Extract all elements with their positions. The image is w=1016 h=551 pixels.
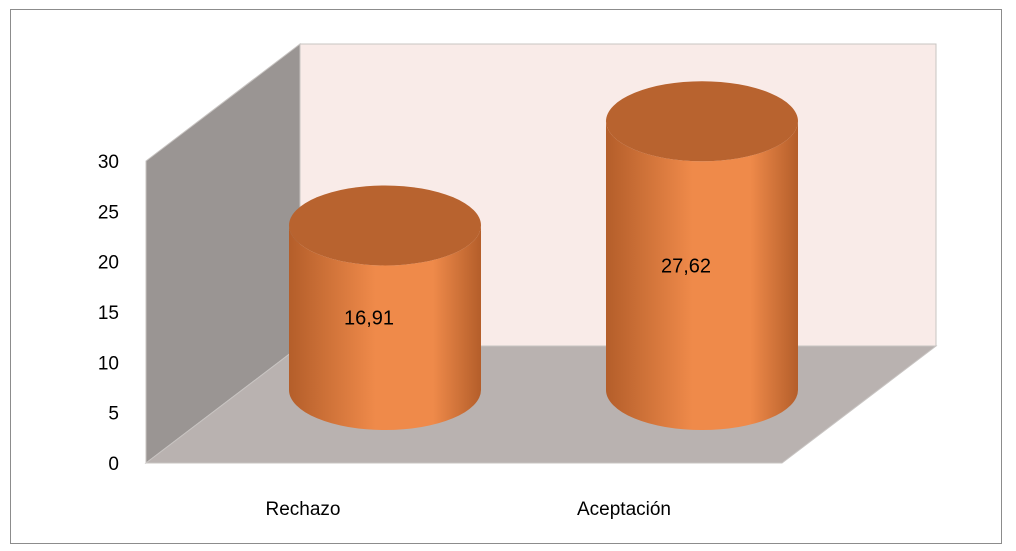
bar-top — [289, 185, 481, 266]
x-category-label: Rechazo — [266, 499, 341, 520]
y-tick-label: 25 — [98, 202, 119, 223]
data-label: 16,91 — [344, 308, 394, 330]
data-label: 27,62 — [661, 256, 711, 278]
y-tick-label: 30 — [98, 152, 119, 173]
x-axis-categories: Rechazo Aceptación — [266, 499, 672, 520]
bars: 16,91 27,62 — [289, 81, 798, 431]
bar: 27,62 — [606, 81, 798, 431]
y-tick-label: 15 — [98, 303, 119, 324]
chart-walls — [144, 42, 938, 465]
y-tick-label: 0 — [108, 454, 119, 475]
y-axis-ticks: 0 5 10 15 20 25 30 — [98, 152, 119, 475]
y-tick-label: 10 — [98, 353, 119, 374]
bar-body — [289, 225, 481, 430]
bar-top — [606, 81, 798, 162]
x-category-label: Aceptación — [577, 499, 671, 520]
y-tick-label: 20 — [98, 253, 119, 274]
bar: 16,91 — [289, 185, 481, 430]
y-tick-label: 5 — [108, 404, 119, 425]
bar-body — [606, 121, 798, 431]
